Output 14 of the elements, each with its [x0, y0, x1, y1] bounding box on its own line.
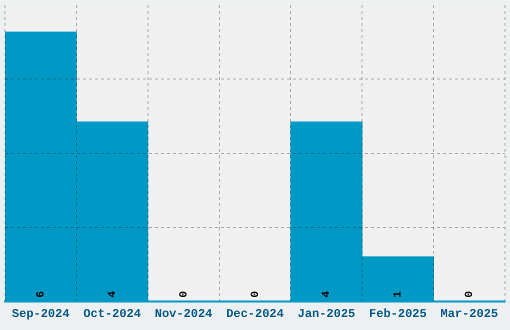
x-tick-label: Mar-2025 [440, 306, 498, 321]
x-tick-label: Nov-2024 [154, 306, 212, 321]
x-tick-label: Jan-2025 [298, 306, 356, 321]
x-tick-label: Oct-2024 [83, 306, 141, 321]
data-label: 4 [106, 290, 119, 298]
data-label: 6 [35, 290, 48, 298]
x-tick-label: Dec-2024 [226, 306, 284, 321]
data-label: 0 [464, 290, 476, 298]
data-label: 4 [321, 290, 334, 298]
data-label: 0 [250, 290, 262, 298]
x-tick-label: Feb-2025 [369, 306, 427, 321]
data-label: 1 [392, 290, 405, 298]
data-label: 0 [178, 290, 190, 298]
x-tick-label: Sep-2024 [12, 306, 70, 321]
